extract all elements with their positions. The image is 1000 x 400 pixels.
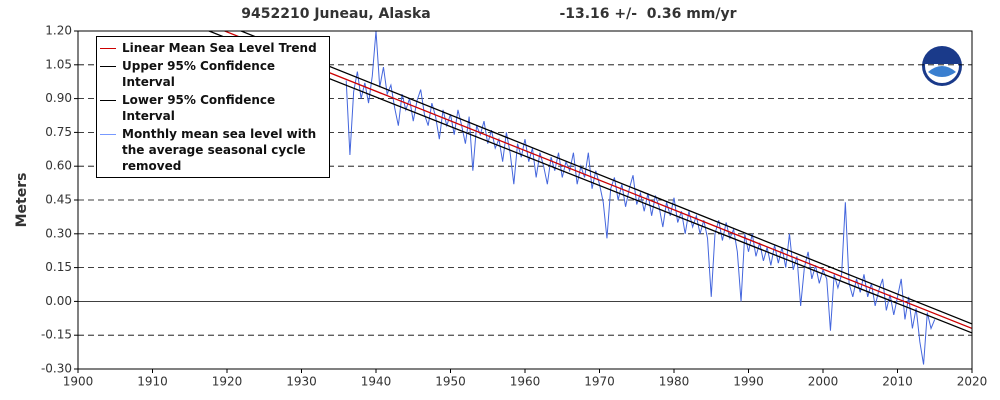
series-line [345,31,936,365]
y-tick-label: 0.15 [45,260,72,274]
legend-entry: Monthly mean sea level with the average … [97,125,329,175]
x-tick-label: 2010 [882,375,913,389]
chart-title: 9452210 Juneau, Alaska [241,6,430,22]
legend-swatch [100,66,116,67]
legend-label: Upper 95% Confidence Interval [122,59,276,89]
legend-swatch [100,100,116,101]
legend-label: Linear Mean Sea Level Trend [122,41,317,55]
x-tick-label: 1910 [137,375,168,389]
y-tick-label: 1.05 [45,57,72,71]
legend-entry: Linear Mean Sea Level Trend [97,39,329,57]
x-tick-label: 1900 [63,375,94,389]
y-tick-label: -0.15 [41,328,72,342]
y-tick-label: 0.90 [45,91,72,105]
legend: Linear Mean Sea Level Trend Upper 95% Con… [96,36,330,178]
legend-entry: Upper 95% Confidence Interval [97,57,329,91]
y-axis-label: Meters [14,173,30,228]
legend-swatch [100,134,116,135]
legend-swatch [100,48,116,49]
x-tick-label: 1950 [435,375,466,389]
series-line [222,31,972,330]
chart-subtitle: -13.16 +/- 0.36 mm/yr [559,6,736,22]
x-tick-label: 1920 [212,375,243,389]
y-tick-label: 0.00 [45,294,72,308]
x-tick-label: 2020 [957,375,988,389]
noaa-logo [922,46,962,86]
series-line [239,31,972,325]
y-tick-label: 0.45 [45,193,72,207]
y-tick-label: 1.20 [45,24,72,38]
x-tick-label: 1930 [286,375,317,389]
legend-label: Monthly mean sea level with the average … [122,127,317,173]
y-tick-label: -0.30 [41,362,72,376]
y-tick-label: 0.60 [45,159,72,173]
x-tick-label: 1960 [510,375,541,389]
legend-label: Lower 95% Confidence Interval [122,93,276,123]
x-tick-label: 1990 [733,375,764,389]
plot-frame [77,30,973,370]
x-tick-label: 1940 [361,375,392,389]
y-tick-label: 0.30 [45,226,72,240]
x-tick-label: 2000 [808,375,839,389]
x-tick-label: 1970 [584,375,615,389]
x-tick-label: 1980 [659,375,690,389]
legend-entry: Lower 95% Confidence Interval [97,91,329,125]
y-tick-label: 0.75 [45,125,72,139]
